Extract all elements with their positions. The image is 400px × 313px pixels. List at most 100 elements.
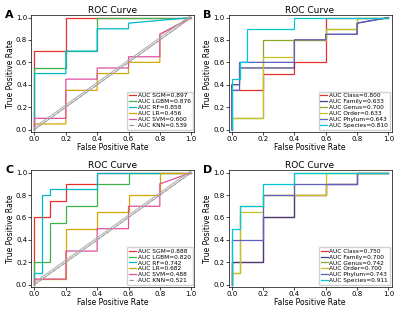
AUC SVM=0.600 — [32, 116, 37, 120]
Legend: AUC SGM=0.888, AUC LGBM=0.820, AUC RF=0.742, AUC LR=0.682, AUC SVM=0.488, AUC KN: AUC SGM=0.888, AUC LGBM=0.820, AUC RF=0.… — [127, 247, 192, 285]
AUC LR=0.682 — [32, 277, 37, 281]
AUC LR=0.682 — [158, 171, 162, 175]
AUC LR=0.456 — [126, 60, 131, 64]
AUC Phylum=0.643 — [355, 33, 360, 36]
AUC LGBM=0.876 — [189, 16, 194, 19]
AUC Order=0.633 — [292, 55, 297, 59]
AUC LGBM=0.820 — [189, 171, 194, 175]
AUC Family=0.700 — [323, 182, 328, 186]
AUC SGM=0.888 — [95, 182, 100, 186]
AUC LR=0.682 — [126, 193, 131, 197]
X-axis label: False Positive Rate: False Positive Rate — [274, 143, 346, 152]
AUC Family=0.633 — [323, 33, 328, 36]
AUC RF=0.742 — [40, 193, 45, 197]
AUC Phylum=0.743 — [292, 193, 297, 197]
AUC SGM=0.888 — [64, 182, 68, 186]
AUC Order=0.700 — [237, 272, 242, 275]
AUC RF=0.858 — [189, 16, 194, 19]
AUC Family=0.633 — [355, 21, 360, 25]
AUC SGM=0.897 — [189, 16, 194, 19]
AUC Species=0.911 — [261, 182, 266, 186]
AUC Family=0.633 — [237, 83, 242, 87]
Legend: AUC Class=0.750, AUC Family=0.700, AUC Genus=0.742, AUC Order=0.700, AUC Phylum=: AUC Class=0.750, AUC Family=0.700, AUC G… — [319, 247, 390, 285]
AUC Species=0.810 — [292, 16, 297, 19]
AUC SVM=0.600 — [158, 55, 162, 59]
AUC Genus=0.742 — [261, 193, 266, 197]
AUC LR=0.682 — [95, 227, 100, 231]
AUC RF=0.858 — [126, 21, 131, 25]
AUC Family=0.633 — [229, 128, 234, 131]
AUC Class=0.750 — [323, 193, 328, 197]
AUC SVM=0.488 — [32, 277, 37, 281]
Text: D: D — [202, 165, 212, 175]
Line: AUC Species=0.911: AUC Species=0.911 — [232, 173, 388, 285]
AUC SGM=0.888 — [32, 283, 37, 286]
AUC Family=0.700 — [355, 182, 360, 186]
Line: AUC Genus=0.742: AUC Genus=0.742 — [232, 173, 388, 285]
AUC Phylum=0.743 — [386, 171, 391, 175]
Title: ROC Curve: ROC Curve — [88, 6, 137, 15]
AUC Species=0.911 — [261, 204, 266, 208]
AUC Class=0.800 — [261, 72, 266, 75]
AUC LR=0.682 — [126, 210, 131, 214]
AUC Species=0.810 — [245, 27, 250, 31]
AUC Order=0.633 — [355, 16, 360, 19]
AUC SVM=0.488 — [126, 227, 131, 231]
Title: ROC Curve: ROC Curve — [88, 161, 137, 170]
AUC Class=0.750 — [323, 182, 328, 186]
AUC SVM=0.488 — [32, 283, 37, 286]
Line: AUC Family=0.700: AUC Family=0.700 — [232, 173, 388, 285]
AUC Genus=0.700 — [323, 27, 328, 31]
Title: ROC Curve: ROC Curve — [286, 6, 335, 15]
AUC LGBM=0.820 — [95, 204, 100, 208]
AUC Genus=0.742 — [229, 283, 234, 286]
X-axis label: False Positive Rate: False Positive Rate — [77, 298, 148, 307]
AUC Phylum=0.743 — [355, 182, 360, 186]
AUC Species=0.911 — [292, 182, 297, 186]
Y-axis label: True Positive Rate: True Positive Rate — [6, 39, 14, 108]
AUC Family=0.700 — [292, 193, 297, 197]
Text: C: C — [5, 165, 14, 175]
AUC SVM=0.600 — [64, 116, 68, 120]
AUC LR=0.682 — [32, 283, 37, 286]
AUC Class=0.750 — [355, 182, 360, 186]
AUC SVM=0.600 — [158, 33, 162, 36]
AUC Species=0.810 — [386, 16, 391, 19]
AUC SGM=0.897 — [95, 16, 100, 19]
AUC Order=0.700 — [261, 210, 266, 214]
AUC SVM=0.488 — [95, 227, 100, 231]
AUC Species=0.911 — [229, 283, 234, 286]
AUC Species=0.810 — [245, 60, 250, 64]
AUC RF=0.858 — [32, 128, 37, 131]
AUC SGM=0.888 — [95, 171, 100, 175]
AUC Genus=0.700 — [323, 38, 328, 42]
AUC Species=0.911 — [386, 171, 391, 175]
AUC Family=0.700 — [261, 260, 266, 264]
Line: AUC Phylum=0.743: AUC Phylum=0.743 — [232, 173, 388, 285]
AUC Class=0.750 — [229, 283, 234, 286]
X-axis label: False Positive Rate: False Positive Rate — [274, 298, 346, 307]
AUC RF=0.742 — [48, 187, 52, 191]
AUC LGBM=0.820 — [48, 221, 52, 225]
AUC Genus=0.700 — [386, 16, 391, 19]
AUC Phylum=0.743 — [355, 171, 360, 175]
AUC Genus=0.742 — [292, 171, 297, 175]
AUC SGM=0.897 — [64, 49, 68, 53]
AUC LGBM=0.820 — [32, 260, 37, 264]
AUC SVM=0.600 — [189, 16, 194, 19]
AUC Order=0.633 — [323, 27, 328, 31]
Y-axis label: True Positive Rate: True Positive Rate — [6, 194, 14, 263]
AUC Species=0.810 — [355, 16, 360, 19]
AUC Class=0.800 — [229, 89, 234, 92]
AUC Family=0.633 — [292, 66, 297, 70]
AUC Species=0.911 — [323, 171, 328, 175]
AUC Order=0.700 — [237, 210, 242, 214]
AUC SGM=0.897 — [64, 16, 68, 19]
AUC LGBM=0.820 — [48, 260, 52, 264]
AUC SGM=0.897 — [32, 128, 37, 131]
AUC Genus=0.742 — [355, 171, 360, 175]
AUC Phylum=0.743 — [229, 238, 234, 242]
Line: AUC SVM=0.600: AUC SVM=0.600 — [34, 18, 191, 130]
AUC Class=0.750 — [386, 171, 391, 175]
AUC LGBM=0.876 — [64, 66, 68, 70]
